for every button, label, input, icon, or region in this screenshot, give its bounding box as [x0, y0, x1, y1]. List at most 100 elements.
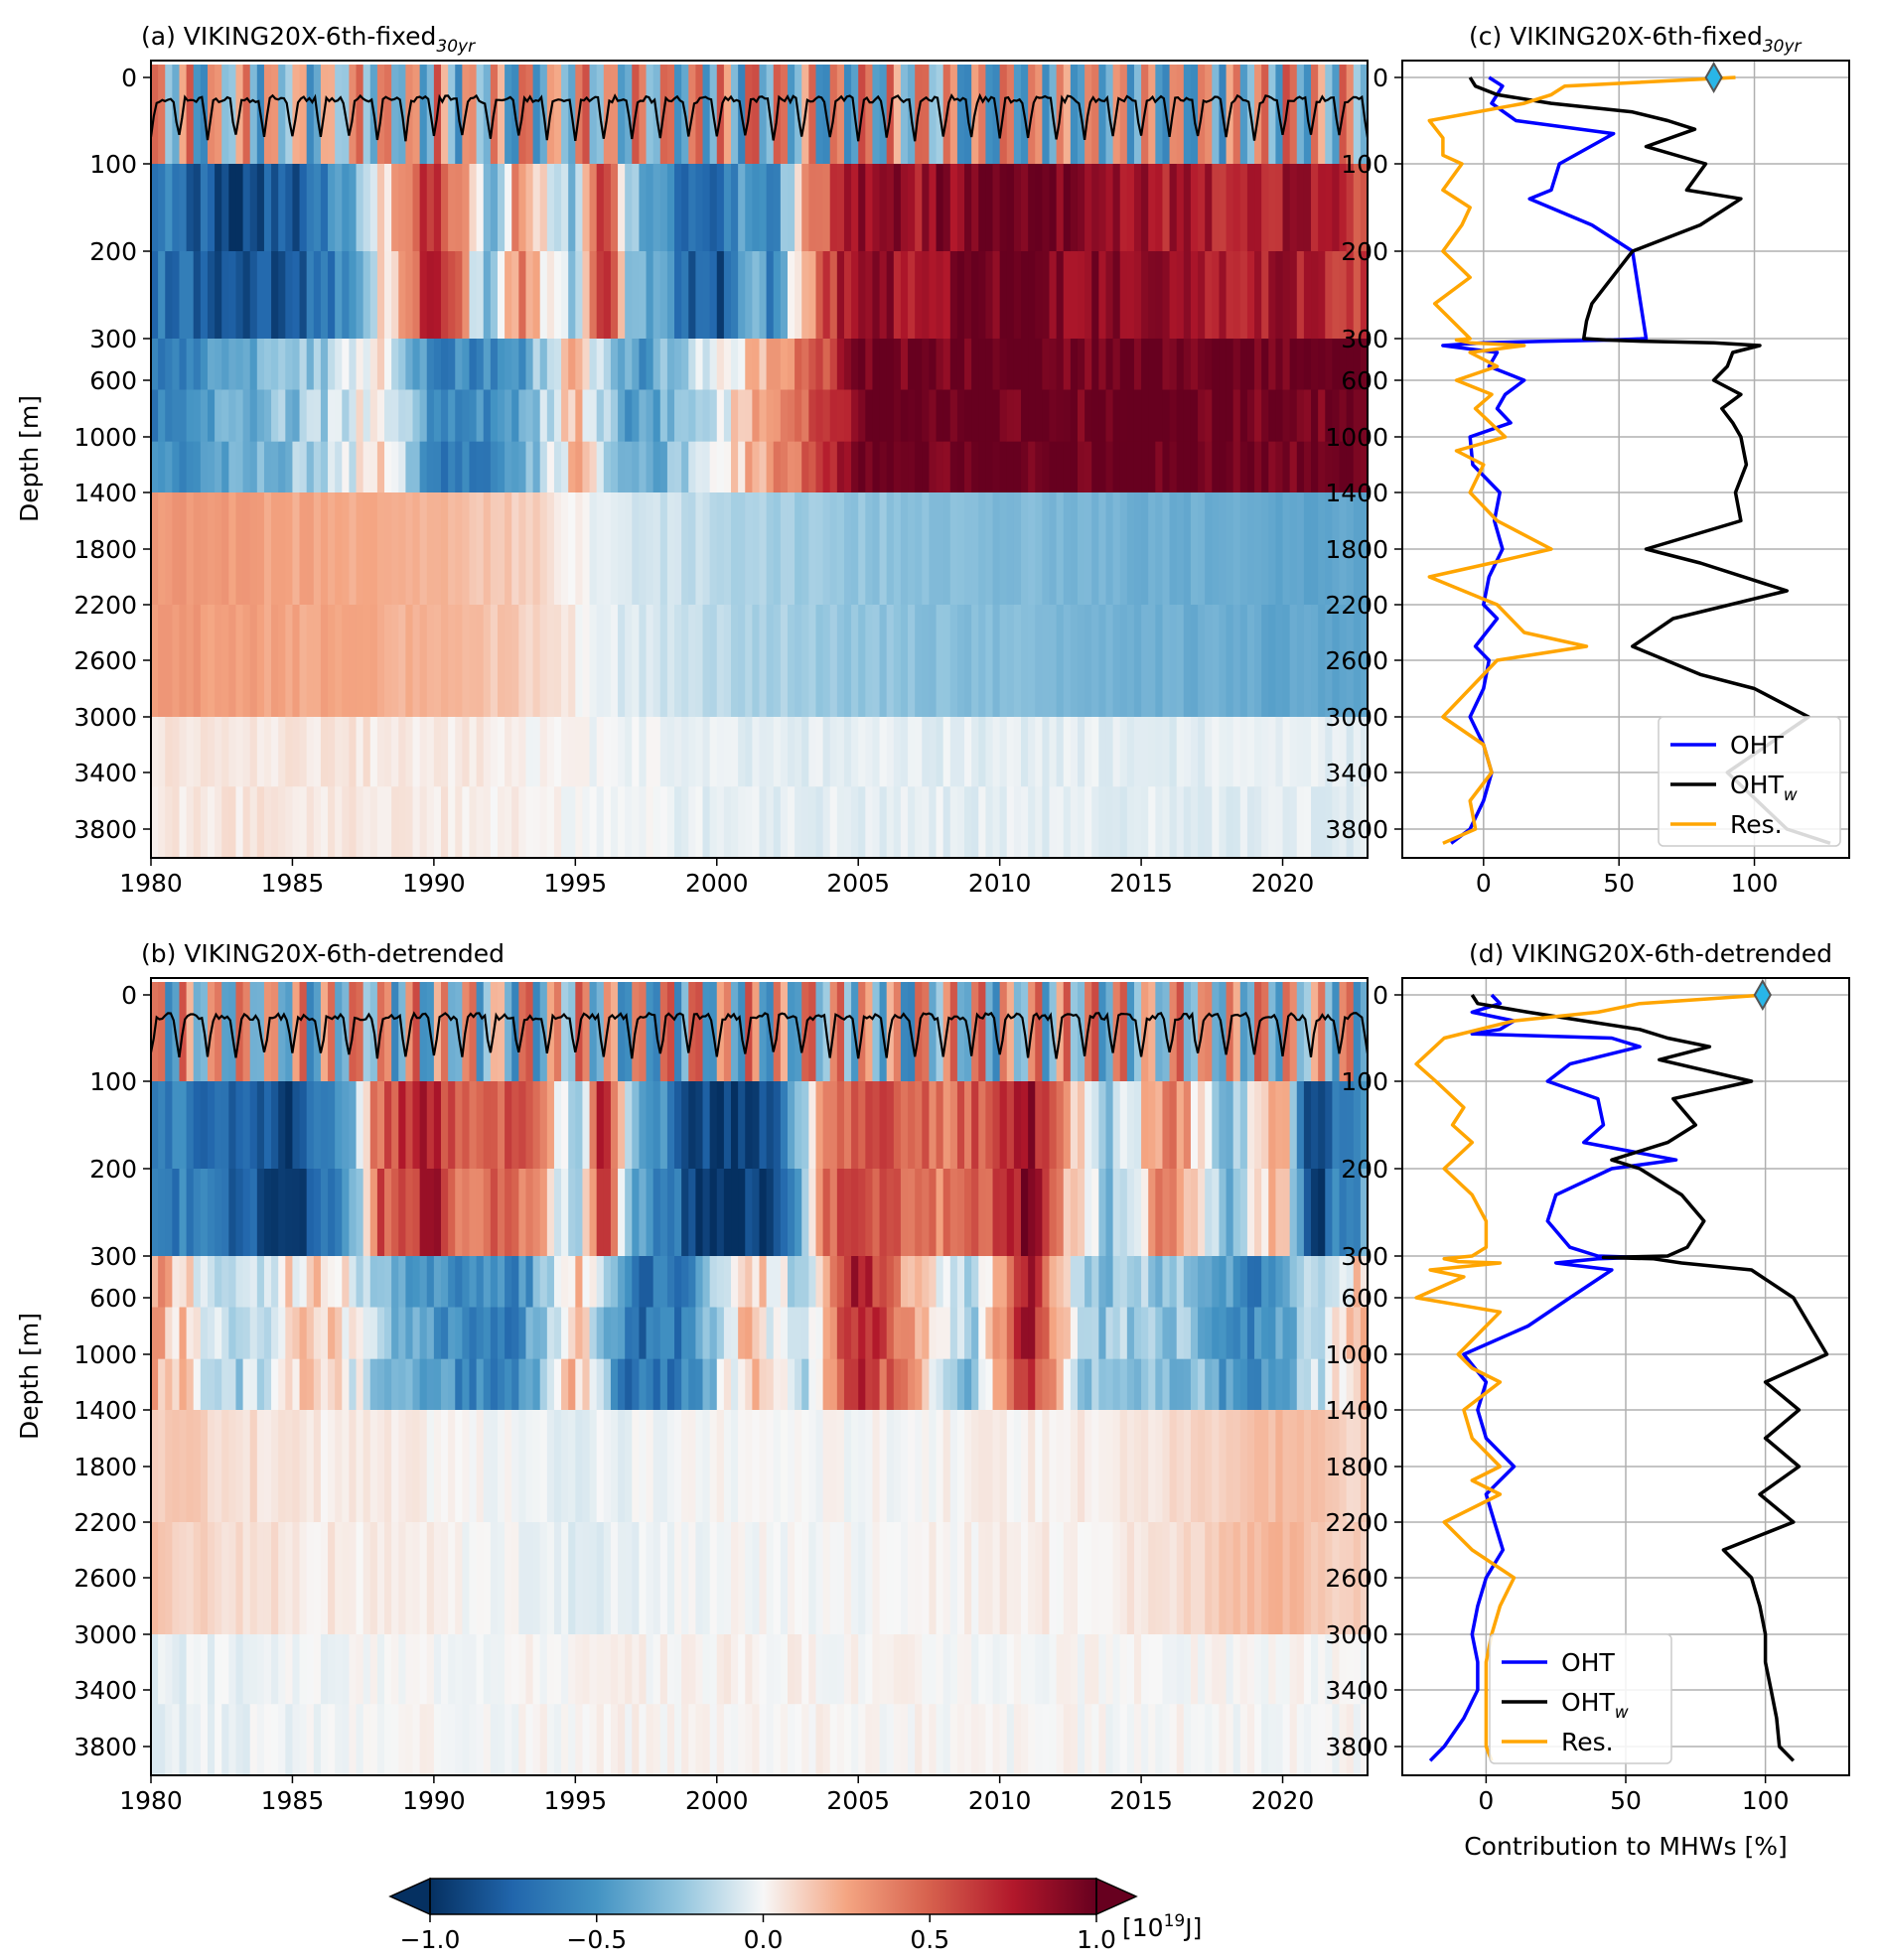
heatmap-cell — [313, 1256, 322, 1309]
heatmap-cell — [759, 1522, 768, 1635]
heatmap-cell — [1198, 251, 1206, 340]
heatmap-cell — [964, 1704, 972, 1775]
heatmap-cell — [752, 389, 761, 443]
heatmap-cell — [745, 164, 753, 252]
heatmap-cell — [964, 339, 972, 391]
heatmap-cell — [221, 65, 229, 164]
heatmap-cell — [858, 1307, 866, 1360]
heatmap-cell — [1013, 1256, 1022, 1309]
heatmap-cell — [582, 65, 591, 164]
heatmap-cell — [759, 786, 768, 858]
heatmap-cell — [1282, 389, 1291, 443]
heatmap-cell — [1212, 441, 1221, 493]
heatmap-cell — [575, 605, 584, 718]
heatmap-cell — [1332, 389, 1341, 443]
heatmap-cell — [271, 1169, 279, 1257]
heatmap-cell — [695, 605, 704, 718]
heatmap-cell — [659, 786, 668, 858]
heatmap-cell — [476, 251, 485, 340]
heatmap-cell — [369, 339, 378, 391]
heatmap-cell — [929, 786, 938, 858]
heatmap-cell — [1126, 1081, 1135, 1170]
heatmap-cell — [956, 164, 965, 252]
heatmap-cell — [1013, 65, 1022, 164]
heatmap-cell — [256, 251, 265, 340]
heatmap-cell — [1148, 1634, 1156, 1705]
heatmap-cell — [179, 717, 188, 787]
heatmap-cell — [922, 1081, 931, 1170]
heatmap-cell — [1219, 1410, 1228, 1523]
heatmap-cell — [1212, 1704, 1221, 1775]
heatmap-cell — [632, 1307, 641, 1360]
heatmap-cell — [1232, 1256, 1241, 1309]
heatmap-cell — [1021, 1358, 1029, 1411]
heatmap-cell — [773, 1704, 782, 1775]
heatmap-cell — [702, 1522, 711, 1635]
heatmap-cell — [1226, 1410, 1234, 1523]
heatmap-cell — [525, 1410, 534, 1523]
heatmap-cell — [893, 164, 902, 252]
heatmap-cell — [369, 1169, 378, 1257]
heatmap-cell — [1028, 1169, 1036, 1257]
heatmap-cell — [398, 1704, 406, 1775]
heatmap-cell — [405, 1522, 414, 1635]
heatmap-cell — [1311, 251, 1319, 340]
heatmap-cell — [808, 1169, 817, 1257]
heatmap-cell — [505, 717, 512, 787]
heatmap-cell — [752, 1256, 761, 1309]
x-tick-label: 2000 — [685, 1786, 749, 1815]
heatmap-cell — [1006, 1081, 1015, 1170]
heatmap-cell — [186, 786, 195, 858]
heatmap-cell — [200, 251, 209, 340]
heatmap-cell — [426, 1307, 435, 1360]
heatmap-cell — [942, 1307, 951, 1360]
heatmap-cell — [476, 1704, 485, 1775]
heatmap-cell — [1205, 1081, 1213, 1170]
heatmap-cell — [278, 339, 286, 391]
heatmap-cell — [731, 717, 739, 787]
heatmap-cell — [1353, 441, 1362, 493]
heatmap-cell — [165, 65, 173, 164]
heatmap-cell — [271, 1358, 279, 1411]
heatmap-cell — [412, 786, 421, 858]
heatmap-cell — [553, 1410, 562, 1523]
x-tick-label: 2010 — [968, 869, 1032, 898]
heatmap-cell — [1063, 1256, 1072, 1309]
heatmap-cell — [745, 339, 753, 391]
heatmap-cell — [384, 251, 392, 340]
heatmap-cell — [1091, 605, 1099, 718]
colorbar-tick-label: 0.5 — [910, 1925, 949, 1954]
heatmap-cell — [985, 492, 994, 606]
heatmap-cell — [328, 441, 336, 493]
heatmap-cell — [1339, 1256, 1348, 1309]
heatmap-cell — [603, 1704, 612, 1775]
heatmap-cell — [1303, 492, 1312, 606]
heatmap-cell — [242, 1169, 251, 1257]
heatmap-cell — [1155, 786, 1164, 858]
heatmap-cell — [1353, 1704, 1362, 1775]
heatmap-cell — [1296, 605, 1305, 718]
heatmap-cell — [829, 339, 838, 391]
heatmap-cell — [448, 1081, 456, 1170]
heatmap-cell — [1275, 1256, 1284, 1309]
heatmap-cell — [1296, 65, 1305, 164]
heatmap-cell — [1219, 339, 1228, 391]
heatmap-cell — [851, 1307, 859, 1360]
heatmap-cell — [1133, 1358, 1142, 1411]
heatmap-cell — [666, 339, 675, 391]
heatmap-cell — [1006, 982, 1015, 1081]
heatmap-cell — [1254, 1307, 1262, 1360]
heatmap-cell — [872, 65, 881, 164]
heatmap-cell — [1133, 1704, 1142, 1775]
heatmap-cell — [900, 1169, 909, 1257]
heatmap-cell — [949, 441, 958, 493]
heatmap-cell — [1353, 1522, 1362, 1635]
heatmap-cell — [836, 492, 845, 606]
heatmap-cell — [575, 1081, 584, 1170]
heatmap-cell — [335, 1358, 343, 1411]
heatmap-cell — [1084, 1169, 1092, 1257]
heatmap-cell — [228, 492, 237, 606]
heatmap-cell — [179, 605, 188, 718]
heatmap-cell — [1296, 1634, 1305, 1705]
heatmap-cell — [858, 1358, 866, 1411]
